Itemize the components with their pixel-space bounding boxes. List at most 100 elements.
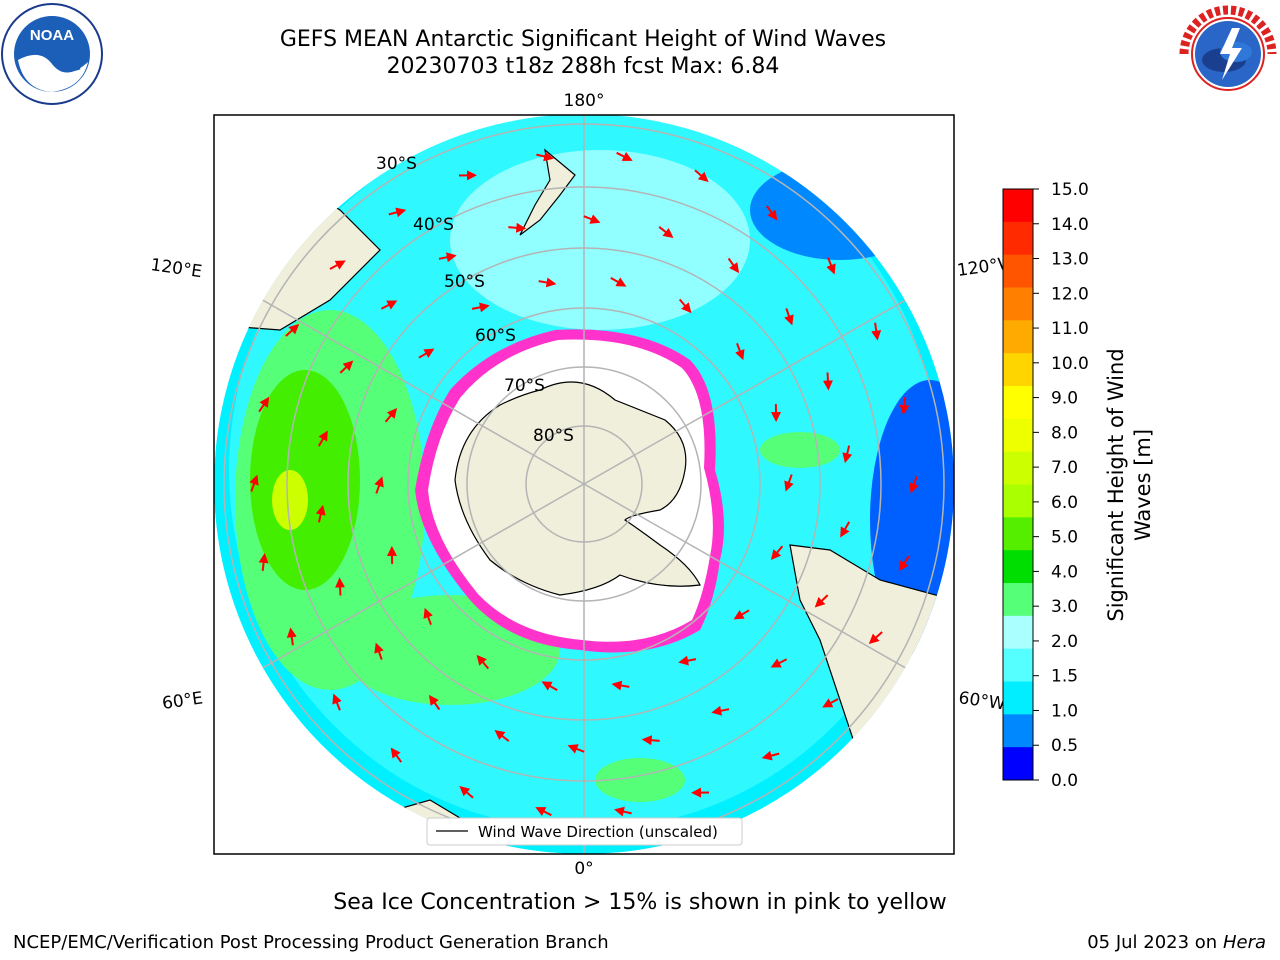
wind-wave-arrow <box>840 521 851 538</box>
wind-wave-arrow <box>784 308 794 326</box>
colorbar-tick-label: 15.0 <box>1051 180 1089 200</box>
wind-wave-arrow <box>842 445 853 464</box>
wind-wave-arrow <box>770 658 788 668</box>
wind-wave-arrow <box>614 806 632 817</box>
lat-label-60s: 60°S <box>475 326 516 346</box>
wind-wave-arrow <box>380 300 398 310</box>
wind-wave-arrow <box>538 277 557 288</box>
wind-wave-arrow <box>459 785 474 799</box>
wind-wave-arrow <box>641 735 660 746</box>
wind-wave-arrow <box>899 396 910 415</box>
lat-label-80s: 80°S <box>533 426 574 446</box>
noaa-logo-text: NOAA <box>30 27 74 44</box>
nws-logo <box>1178 4 1278 104</box>
colorbar-segment <box>1003 386 1033 420</box>
wind-wave-arrow <box>286 627 297 646</box>
colorbar-segment <box>1003 189 1033 223</box>
colorbar-segment <box>1003 583 1033 617</box>
lat-label-50s: 50°S <box>444 272 485 292</box>
wave-band-2 <box>450 150 750 330</box>
wind-wave-arrow <box>567 744 585 754</box>
colorbar-tick-label: 3.0 <box>1051 597 1078 617</box>
wind-wave-arrow <box>438 252 457 263</box>
colorbar-tick-label: 8.0 <box>1051 423 1078 443</box>
map-frame <box>213 114 955 855</box>
wind-wave-arrow <box>678 298 692 314</box>
colorbar-tick-label: 12.0 <box>1051 284 1089 304</box>
legend-label: Wind Wave Direction (unscaled) <box>478 823 718 841</box>
wind-wave-arrow <box>374 476 384 494</box>
wind-wave-arrow <box>536 151 554 162</box>
colorbar-segment <box>1003 254 1033 288</box>
footer-branch: NCEP/EMC/Verification Post Processing Pr… <box>13 932 609 953</box>
sea-ice-caption: Sea Ice Concentration > 15% is shown in … <box>333 890 947 915</box>
wind-wave-arrow <box>258 396 270 413</box>
colorbar-tick-label: 0.5 <box>1051 736 1078 756</box>
wind-wave-arrow <box>868 631 883 645</box>
colorbar-label-line2: Waves [m] <box>1131 429 1155 541</box>
wind-wave-arrow <box>384 407 398 423</box>
colorbar-segment <box>1003 287 1033 321</box>
colorbar-tick-label: 4.0 <box>1051 562 1078 582</box>
chart-subtitle: 20230703 t18z 288h fcst Max: 6.84 <box>386 54 780 79</box>
colorbar-frame <box>1002 188 1034 781</box>
wind-wave-arrow <box>711 705 730 716</box>
land-new-zealand <box>519 148 576 236</box>
lon-label-0: 0° <box>574 859 593 879</box>
wave-band-green-bottom <box>595 758 685 802</box>
wind-wave-arrow <box>822 698 839 708</box>
wind-wave-arrow <box>508 222 527 233</box>
colorbar-segment <box>1003 747 1033 781</box>
colorbar-tick-label: 7.0 <box>1051 458 1078 478</box>
colorbar-tick-label: 1.0 <box>1051 701 1078 721</box>
wind-wave-arrow <box>784 474 794 492</box>
wind-wave-arrow <box>494 729 510 742</box>
footer-date: 05 Jul 2023 on Hera <box>1087 932 1266 953</box>
wind-wave-arrow <box>583 214 601 224</box>
lon-label-120e: 120°E <box>149 255 203 282</box>
wind-wave-arrow <box>814 594 829 608</box>
colorbar-tick-label: 11.0 <box>1051 319 1089 339</box>
colorbar-label-line1: Significant Height of Wind <box>1104 348 1128 621</box>
noaa-logo: NOAA <box>1 3 103 105</box>
wind-wave-arrow <box>678 655 697 666</box>
wind-wave-arrow <box>418 348 435 359</box>
wind-wave-arrow <box>733 609 750 620</box>
longitude-lines <box>214 115 954 854</box>
wind-wave-arrow <box>871 322 882 341</box>
wind-wave-arrow <box>476 654 490 670</box>
lat-label-70s: 70°S <box>504 376 545 396</box>
wind-wave-arrow <box>822 372 833 391</box>
footer-host: Hera <box>1222 932 1266 953</box>
wind-wave-arrow <box>258 553 269 572</box>
wind-wave-arrow <box>374 642 384 660</box>
lon-label-180: 180° <box>564 91 605 111</box>
wind-wave-arrow <box>315 504 326 523</box>
wind-wave-arrow <box>611 680 630 691</box>
colorbar-tick-label: 14.0 <box>1051 215 1089 235</box>
chart-title: GEFS MEAN Antarctic Significant Height o… <box>279 27 887 52</box>
wind-wave-arrow <box>471 302 490 313</box>
wind-wave-arrow <box>610 277 627 287</box>
colorbar-segment <box>1003 451 1033 485</box>
wind-wave-arrow <box>317 430 328 447</box>
colorbar-segment <box>1003 681 1033 715</box>
wind-wave-arrow <box>428 694 441 711</box>
wind-wave-arrow <box>761 750 780 761</box>
wind-wave-arrow <box>898 555 910 572</box>
wind-wave-arrow <box>390 747 403 763</box>
wind-wave-arrow <box>765 205 778 221</box>
wave-band-green-right <box>760 432 840 468</box>
colorbar-segment <box>1003 615 1033 650</box>
colorbar-tick-label: 9.0 <box>1051 389 1078 409</box>
wind-wave-arrow <box>285 323 300 337</box>
wind-wave-arrow <box>329 260 346 270</box>
colorbar-segment <box>1003 221 1033 256</box>
lat-label-40s: 40°S <box>413 215 454 235</box>
colorbar-segment <box>1003 550 1033 584</box>
colorbar-segment <box>1003 517 1033 551</box>
wind-wave-arrow <box>541 681 558 691</box>
wind-wave-arrows <box>249 151 919 817</box>
colorbar-tick-label: 5.0 <box>1051 528 1078 548</box>
